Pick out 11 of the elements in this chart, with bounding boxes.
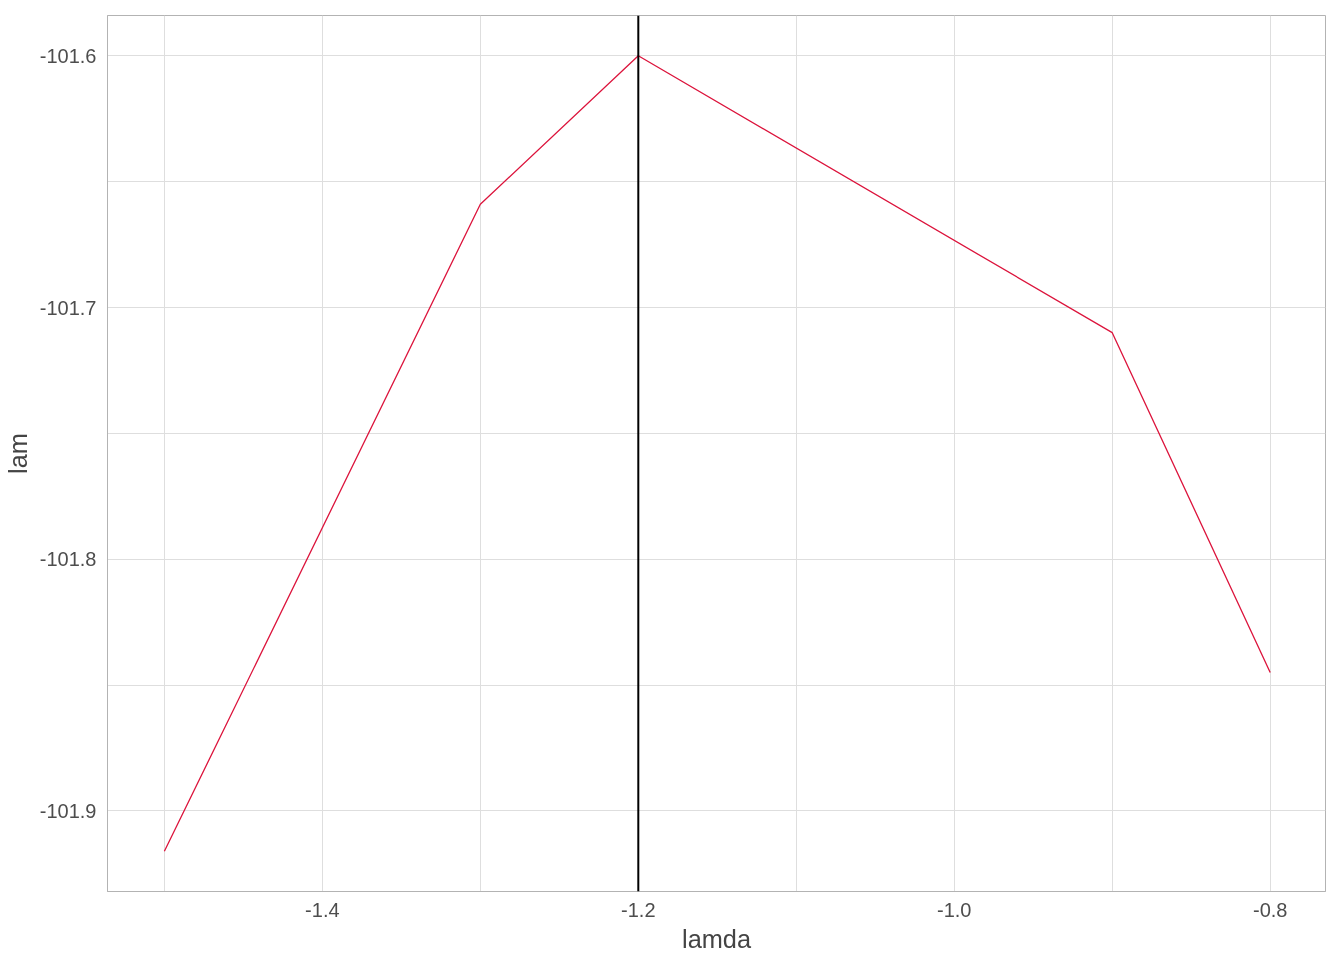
y-tick-label: -101.8 (39, 548, 97, 571)
y-tick-label: -101.7 (39, 296, 97, 319)
x-tick-label: -0.8 (1252, 898, 1288, 921)
x-tick-label: -1.0 (937, 898, 972, 921)
y-tick-label: -101.6 (39, 44, 97, 67)
line-series (163, 55, 1271, 852)
x-axis-title: lamda (682, 924, 752, 953)
y-tick-label: -101.9 (39, 799, 97, 822)
x-tick-label: -1.2 (621, 898, 656, 921)
x-tick-label: -1.4 (305, 898, 340, 921)
y-axis-title: lam (3, 433, 32, 474)
